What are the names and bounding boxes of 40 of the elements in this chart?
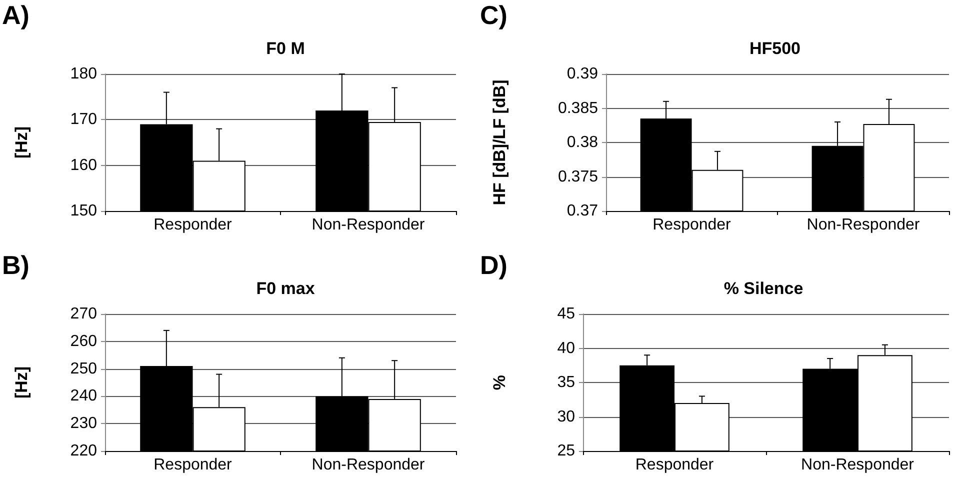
y-tick-label: 180	[70, 66, 98, 82]
x-tick-label: Non-Responder	[312, 216, 426, 234]
y-tick-label: 250	[70, 360, 98, 378]
y-tick-label: 0.375	[558, 168, 598, 186]
y-axis-title: HF [dB]/LF [dB]	[490, 80, 509, 206]
x-tick-label: Responder	[154, 216, 233, 234]
chart-title: F0 max	[256, 279, 316, 298]
text: B)	[2, 250, 30, 280]
x-tick-label: Responder	[154, 456, 233, 474]
y-tick-label: 0.39	[566, 66, 598, 82]
y-tick-label: 45	[557, 306, 576, 322]
x-tick-label: Responder	[635, 456, 714, 474]
y-tick-label: 240	[70, 388, 98, 405]
y-tick-label: 220	[70, 442, 98, 460]
y-tick-label: 270	[70, 306, 98, 322]
y-tick-label: 260	[70, 332, 98, 350]
y-tick-label: 0.38	[566, 134, 598, 151]
y-tick-label: 25	[557, 442, 576, 460]
x-tick-label: Non-Responder	[801, 456, 915, 474]
y-tick-label: 35	[557, 374, 576, 391]
text: A)	[2, 0, 30, 30]
chart-title: HF500	[749, 39, 801, 58]
y-tick-label: 160	[70, 156, 98, 174]
y-tick-label: 0.385	[558, 100, 598, 117]
x-tick-label: Non-Responder	[312, 456, 426, 474]
text: D)	[480, 250, 508, 280]
y-axis-title: [Hz]	[12, 126, 31, 159]
chart-title: % Silence	[724, 279, 804, 298]
y-tick-label: 30	[557, 408, 576, 426]
chart-title: F0 M	[266, 39, 305, 58]
text: C)	[480, 0, 508, 30]
y-tick-label: 150	[70, 202, 98, 220]
x-tick-label: Non-Responder	[806, 216, 920, 234]
y-axis-title: %	[490, 374, 509, 390]
x-tick-label: Responder	[652, 216, 732, 234]
y-axis-title: [Hz]	[12, 366, 31, 399]
y-tick-label: 40	[557, 340, 576, 357]
y-tick-label: 230	[70, 415, 98, 432]
y-tick-label: 0.37	[566, 202, 598, 220]
y-tick-label: 170	[70, 111, 98, 128]
